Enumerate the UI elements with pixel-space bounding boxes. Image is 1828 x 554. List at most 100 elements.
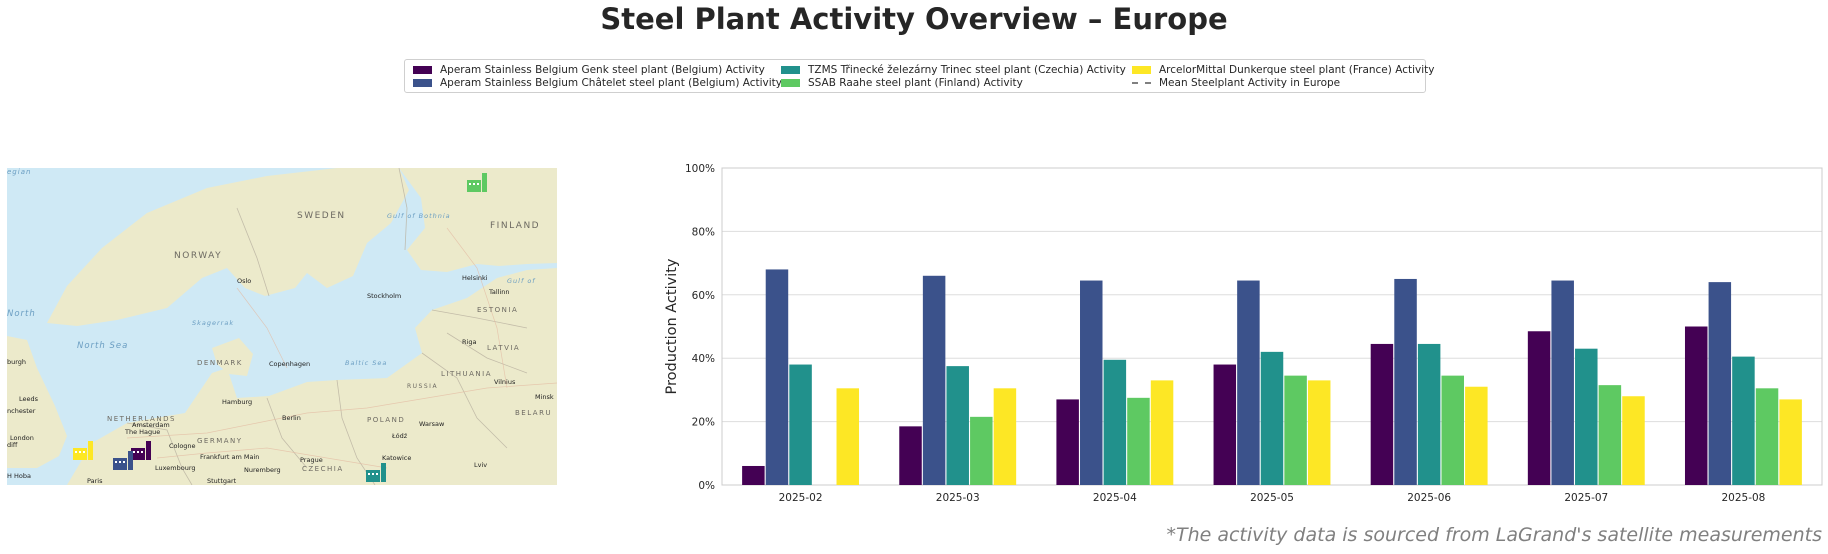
map-city-frankfurt: Frankfurt am Main	[200, 453, 259, 461]
map-label-czechia: CZECHIA	[302, 465, 344, 473]
bar	[899, 426, 922, 485]
bar	[1394, 278, 1417, 485]
map: SWEDEN FINLAND NORWAY ESTONIA LATVIA LIT…	[7, 168, 557, 485]
map-label-baltic-sea: Baltic Sea	[345, 359, 387, 367]
bar	[1237, 280, 1260, 485]
bar	[1779, 399, 1802, 485]
map-label-poland: POLAND	[367, 416, 405, 424]
legend-line-swatch	[1132, 82, 1151, 84]
bar	[1080, 280, 1103, 485]
x-tick-label: 2025-07	[1564, 492, 1608, 504]
map-label-netherlands: NETHERLANDS	[107, 415, 176, 423]
y-axis-label: Production Activity	[664, 258, 680, 394]
map-city-vilnius: Vilnius	[494, 378, 516, 386]
bar	[970, 416, 993, 485]
land-britain	[7, 336, 67, 468]
map-city-tallinn: Tallinn	[488, 288, 510, 296]
bar	[1684, 326, 1708, 485]
bar	[1260, 351, 1284, 485]
map-city-stockholm: Stockholm	[367, 292, 401, 300]
map-city-riga: Riga	[462, 338, 476, 346]
legend-label: ArcelorMittal Dunkerque steel plant (Fra…	[1159, 64, 1435, 76]
map-city-the-hague: The Hague	[124, 428, 160, 436]
map-city-stuttgart: Stuttgart	[207, 477, 237, 485]
legend-label: SSAB Raahe steel plant (Finland) Activit…	[808, 77, 1023, 89]
map-label-latvia: LATVIA	[487, 344, 520, 352]
bar	[1213, 364, 1237, 485]
x-tick-label: 2025-05	[1250, 492, 1294, 504]
bar	[1056, 399, 1079, 485]
map-city-prague: Prague	[300, 456, 323, 464]
map-city-hoba: H Hoba	[7, 472, 31, 480]
bar	[789, 364, 812, 485]
x-tick-label: 2025-03	[936, 492, 980, 504]
map-city-amsterdam: Amsterdam	[132, 421, 170, 429]
map-city-leeds: Leeds	[19, 395, 39, 403]
map-city-diff: diff	[7, 441, 18, 449]
bar	[742, 465, 765, 485]
map-city-berlin: Berlin	[282, 414, 301, 422]
bar	[1284, 375, 1307, 485]
map-city-london: London	[10, 434, 34, 442]
map-city-luxembourg: Luxembourg	[155, 464, 196, 472]
y-tick-label: 100%	[685, 163, 715, 175]
legend-swatch	[413, 79, 432, 87]
legend-swatch	[781, 79, 800, 87]
map-label-north-sea: North Sea	[77, 341, 128, 351]
map-label-belarus: BELARU	[515, 409, 552, 417]
y-tick-label: 40%	[692, 353, 715, 365]
map-label-lithuania: LITHUANIA	[441, 370, 492, 378]
plant-marker-trinec	[366, 463, 386, 482]
bar	[1622, 396, 1645, 485]
map-city-lodz: Łódź	[391, 432, 408, 440]
legend-swatch	[413, 66, 432, 74]
bar	[1465, 386, 1488, 485]
bar-chart: 0% 20% 40% 60% 80% 100% Production Activity 202…	[664, 163, 1823, 504]
bar	[1708, 282, 1732, 485]
bar	[1755, 388, 1779, 485]
y-tick-label: 60%	[692, 290, 715, 302]
map-city-katowice: Katowice	[382, 454, 411, 462]
map-label-gulf-bothnia: Gulf of Bothnia	[387, 212, 451, 220]
bar	[1732, 356, 1755, 485]
map-label-sweden: SWEDEN	[297, 211, 346, 221]
land-finland	[399, 168, 557, 272]
map-city-oslo: Oslo	[237, 277, 251, 285]
map-city-warsaw: Warsaw	[419, 420, 445, 428]
y-tick-label: 20%	[692, 417, 715, 429]
bar	[1527, 331, 1551, 485]
bar	[1417, 343, 1441, 485]
map-label-gulf-finland: Gulf of	[507, 277, 536, 285]
legend: Aperam Stainless Belgium Genk steel plan…	[404, 59, 1434, 93]
legend-label: Aperam Stainless Belgium Châtelet steel …	[440, 77, 783, 89]
map-label-skagerrak: Skagerrak	[192, 319, 234, 327]
map-label-north: North	[7, 309, 36, 319]
plant-marker-chatelet	[113, 451, 133, 470]
bar	[1575, 348, 1598, 485]
y-tick-label: 0%	[698, 480, 715, 492]
map-city-copenhagen: Copenhagen	[269, 360, 310, 368]
map-city-helsinki: Helsinki	[462, 274, 488, 282]
map-city-hamburg: Hamburg	[222, 398, 252, 406]
map-city-paris: Paris	[87, 477, 103, 485]
plant-marker-dunkerque	[73, 441, 93, 460]
map-roads	[126, 227, 557, 469]
bar	[1441, 375, 1464, 485]
bar	[1150, 380, 1174, 485]
x-tick-label: 2025-06	[1407, 492, 1451, 504]
legend-label: Mean Steelplant Activity in Europe	[1159, 77, 1341, 89]
map-city-lviv: Lviv	[474, 461, 487, 469]
x-tick-label: 2025-04	[1093, 492, 1137, 504]
land-denmark	[212, 338, 253, 376]
bar	[1127, 397, 1150, 485]
bar	[1103, 359, 1127, 485]
map-city-manchester: nchester	[7, 407, 36, 415]
map-city-nuremberg: Nuremberg	[244, 466, 281, 474]
bar	[946, 366, 969, 485]
bar	[765, 269, 789, 485]
bar	[922, 275, 946, 485]
map-city-edinburgh: burgh	[7, 358, 26, 366]
legend-swatch	[781, 66, 800, 74]
map-label-finland: FINLAND	[490, 221, 540, 231]
map-city-cologne: Cologne	[169, 442, 196, 450]
